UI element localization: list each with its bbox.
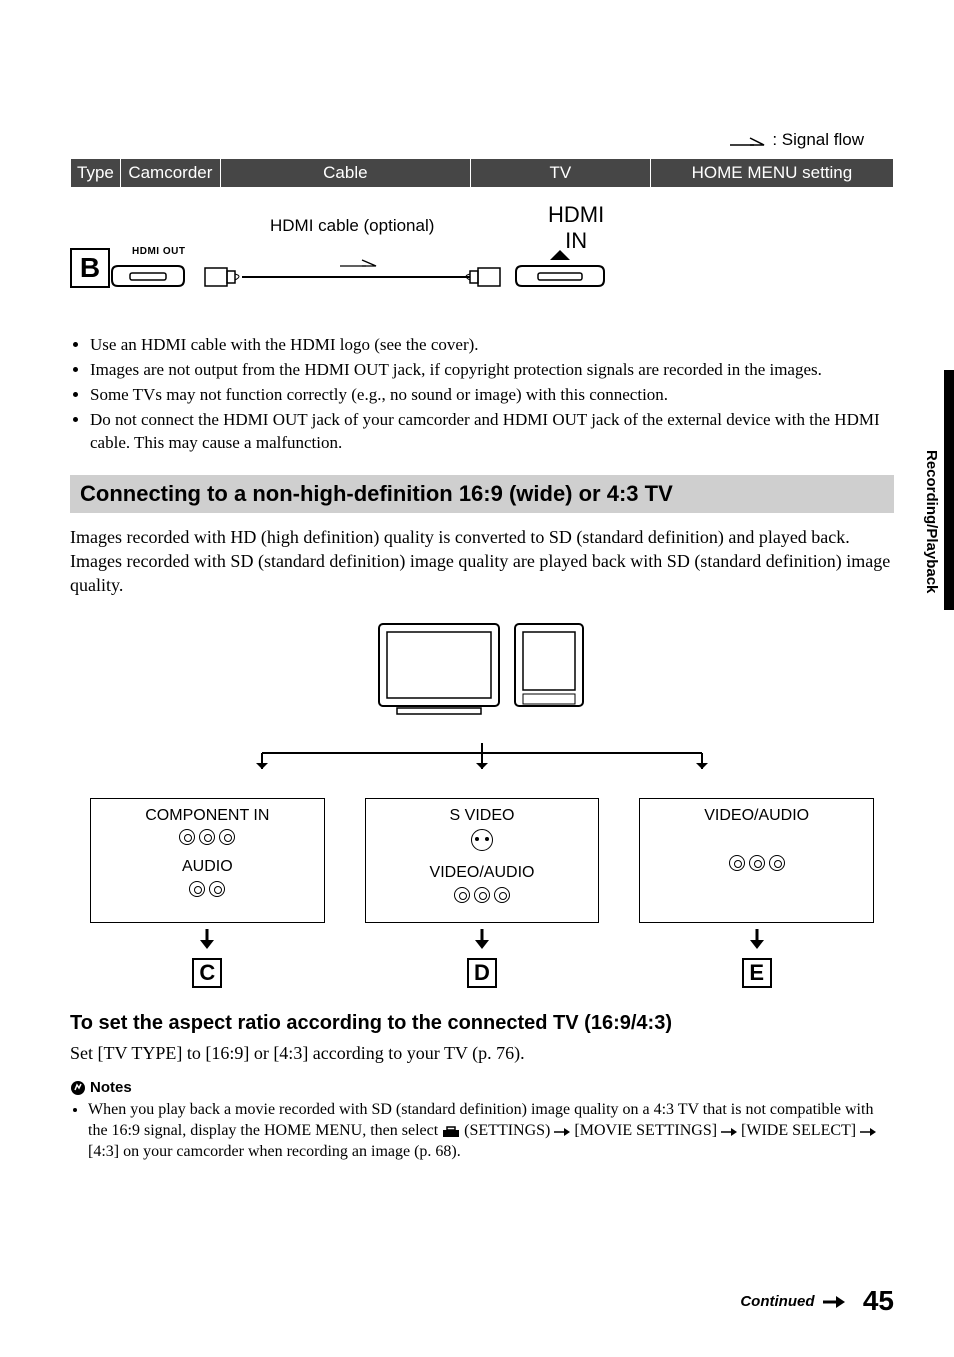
page: Recording/Playback : Signal flow Type Ca… — [0, 0, 954, 1357]
down-arrow-icon — [197, 929, 217, 949]
hdmi-cable-diagram-icon — [70, 208, 670, 328]
letter-c: C — [192, 958, 222, 988]
letter-d: D — [467, 958, 497, 988]
toolbox-icon — [442, 1126, 460, 1138]
section-heading: Connecting to a non-high-definition 16:9… — [70, 475, 894, 513]
notes-heading: Notes — [70, 1079, 894, 1096]
header-table: Type Camcorder Cable TV HOME MENU settin… — [70, 158, 894, 188]
bullet-item: Some TVs may not function correctly (e.g… — [90, 384, 894, 407]
rca-3-icon — [644, 855, 869, 878]
video-audio-label: VIDEO/AUDIO — [370, 862, 595, 884]
bullet-item: Images are not output from the HDMI OUT … — [90, 359, 894, 382]
continued-label: Continued — [740, 1293, 818, 1310]
th-cable: Cable — [220, 159, 470, 188]
tv-diagram — [70, 618, 894, 788]
video-audio-label: VIDEO/AUDIO — [644, 805, 869, 827]
side-tab: Recording/Playback — [923, 450, 940, 593]
rca-3-icon — [370, 887, 595, 910]
arrow-right-icon — [860, 1127, 876, 1137]
arrow-right-icon — [554, 1127, 570, 1137]
branch-arrows-icon — [162, 743, 802, 783]
svideo-icon — [370, 829, 595, 858]
tv-icon — [377, 618, 587, 738]
audio-label: AUDIO — [95, 856, 320, 878]
svideo-label: S VIDEO — [370, 805, 595, 827]
connection-row: COMPONENT IN AUDIO S VIDEO VIDEO/AUDIO V… — [70, 798, 894, 924]
svideo-box: S VIDEO VIDEO/AUDIO — [365, 798, 600, 924]
section-body: Images recorded with HD (high definition… — [70, 525, 894, 598]
aspect-ratio-body: Set [TV TYPE] to [16:9] or [4:3] accordi… — [70, 1041, 894, 1065]
letter-e: E — [742, 958, 772, 988]
arrow-right-icon — [721, 1127, 737, 1137]
down-arrow-icon — [747, 929, 767, 949]
connection-letters: C D E — [70, 929, 894, 988]
th-type: Type — [71, 159, 121, 188]
diagram-b: B HDMI cable (optional) HDMI OUT HDMIIN — [70, 208, 894, 328]
page-number: 45 — [863, 1285, 894, 1316]
component-in-label: COMPONENT IN — [95, 805, 320, 827]
th-home-menu: HOME MENU setting — [650, 159, 893, 188]
signal-flow-text: : Signal flow — [772, 130, 864, 149]
th-camcorder: Camcorder — [120, 159, 220, 188]
rca-3-icon — [95, 829, 320, 852]
notes-icon — [70, 1080, 86, 1096]
continued-arrow-icon — [823, 1295, 845, 1309]
aspect-ratio-subhead: To set the aspect ratio according to the… — [70, 1012, 894, 1035]
signal-flow-arrow-icon — [728, 135, 768, 147]
video-audio-box: VIDEO/AUDIO — [639, 798, 874, 924]
bullet-item: Do not connect the HDMI OUT jack of your… — [90, 409, 894, 455]
bullet-item: Use an HDMI cable with the HDMI logo (se… — [90, 334, 894, 357]
signal-flow-legend: : Signal flow — [70, 130, 894, 150]
footer: Continued 45 — [740, 1285, 894, 1317]
component-in-box: COMPONENT IN AUDIO — [90, 798, 325, 924]
bullet-list: Use an HDMI cable with the HDMI logo (se… — [70, 334, 894, 455]
rca-2-icon — [95, 881, 320, 904]
side-black-bar — [944, 370, 954, 610]
th-tv: TV — [470, 159, 650, 188]
notes-list: When you play back a movie recorded with… — [70, 1100, 894, 1162]
down-arrow-icon — [472, 929, 492, 949]
note-item: When you play back a movie recorded with… — [88, 1100, 894, 1162]
